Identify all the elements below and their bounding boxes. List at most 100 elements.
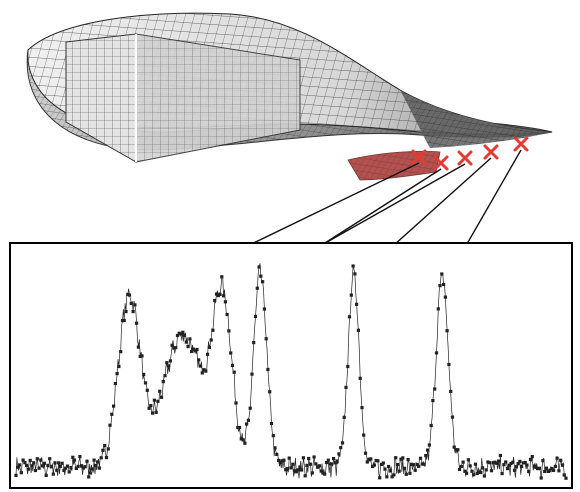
signal-point — [64, 466, 68, 470]
signal-point — [143, 381, 148, 385]
signal-point — [202, 368, 206, 372]
signal-point — [271, 434, 275, 438]
signal-point — [488, 461, 492, 465]
signal-point — [518, 459, 522, 463]
sensor-markers — [411, 136, 529, 171]
signal-point — [466, 458, 470, 462]
signal-point — [459, 464, 463, 469]
signal-point — [239, 437, 243, 441]
signal-point — [33, 468, 38, 473]
signal-point — [140, 354, 144, 358]
signal-point — [461, 460, 465, 464]
blade-mesh-model — [26, 12, 553, 181]
signal-point — [62, 468, 66, 472]
signal-point — [232, 370, 236, 374]
signal-point — [457, 467, 462, 471]
signal-point — [564, 476, 568, 480]
sensor-5-marker — [513, 136, 529, 152]
signal-point — [482, 474, 486, 478]
signal-point — [394, 456, 398, 460]
signal-point — [339, 446, 343, 450]
signal-point — [74, 466, 78, 470]
signal-point — [28, 458, 32, 462]
signal-point — [376, 459, 380, 463]
signal-point — [204, 369, 208, 373]
signal-point — [261, 280, 265, 284]
signal-point — [197, 358, 201, 362]
chart-frame — [9, 242, 573, 489]
signal-point — [294, 470, 298, 474]
signal-point — [115, 372, 119, 376]
sensor-3-marker — [457, 150, 473, 166]
signal-point — [122, 318, 126, 322]
signal-point — [527, 469, 531, 474]
signal-point — [497, 459, 501, 463]
signal-point — [502, 463, 506, 467]
signal-point — [65, 464, 70, 468]
signal-point — [442, 282, 446, 287]
signal-point — [516, 462, 520, 466]
signal-point — [245, 422, 249, 426]
signal-point — [456, 448, 460, 452]
signal-point — [310, 471, 314, 475]
signal-point — [475, 471, 479, 476]
signal-point — [57, 461, 61, 465]
signal-point — [289, 466, 293, 470]
signal-point — [433, 387, 437, 391]
signal-point — [427, 443, 431, 447]
signal-point — [48, 457, 52, 461]
signal-point — [250, 372, 254, 376]
signal-point — [371, 464, 375, 469]
signal-point — [424, 454, 428, 458]
signal-point — [243, 441, 247, 445]
signal-point — [509, 461, 513, 466]
signal-point — [275, 452, 279, 456]
signal-point — [191, 347, 195, 351]
signal-point — [223, 300, 227, 304]
signal-point — [358, 376, 362, 380]
signal-point — [417, 464, 421, 468]
signal-point — [473, 462, 478, 466]
signal-point — [269, 421, 274, 426]
signal-point — [209, 338, 213, 342]
signal-point — [537, 466, 541, 470]
signal-point — [30, 464, 34, 468]
signal-point — [35, 457, 39, 461]
signal-point — [67, 470, 71, 474]
signal-point — [550, 467, 554, 471]
signal-point — [32, 461, 36, 465]
signal-point — [220, 275, 224, 279]
signal-point — [413, 468, 417, 472]
signal-point — [536, 467, 540, 471]
signal-point — [489, 469, 494, 473]
signal-point — [151, 411, 155, 415]
signal-point — [149, 404, 153, 408]
signal-point — [381, 461, 385, 465]
signal-point — [379, 462, 384, 466]
signal-point — [332, 457, 336, 461]
signal-point — [388, 469, 392, 473]
signal-point — [450, 415, 455, 419]
signal-point — [330, 462, 334, 466]
signal-point — [145, 388, 149, 392]
signal-point — [367, 457, 371, 461]
signal-point — [399, 457, 403, 461]
signal-point — [291, 462, 295, 466]
signal-point — [229, 351, 233, 355]
signal-point — [374, 459, 378, 463]
signal-point — [505, 467, 510, 471]
signal-point — [26, 467, 30, 471]
signal-point — [168, 359, 172, 363]
sensor-4-marker — [483, 144, 499, 160]
signal-point — [447, 362, 451, 367]
signal-point — [42, 461, 46, 465]
signal-point — [37, 466, 41, 470]
signal-point — [60, 461, 64, 465]
signal-point — [406, 458, 410, 462]
signal-point — [127, 293, 132, 297]
signal-point — [273, 446, 277, 450]
signal-point — [431, 399, 435, 403]
signal-point — [41, 464, 45, 468]
signal-point — [511, 460, 515, 464]
signal-point — [402, 466, 407, 470]
